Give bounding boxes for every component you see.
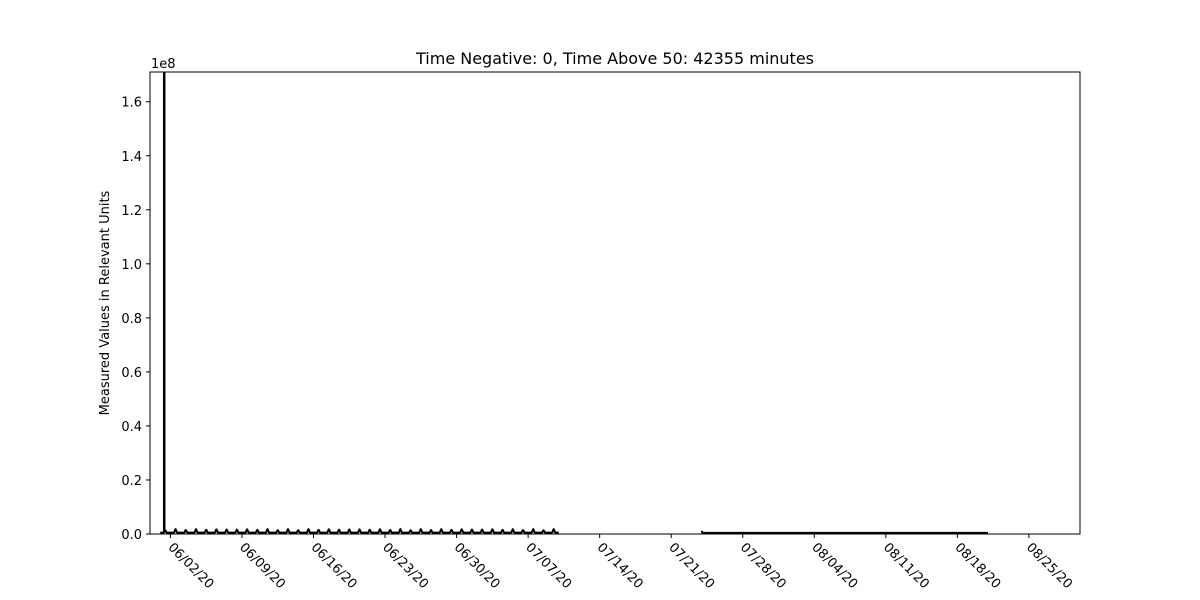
y-tick-label: 0.2 — [121, 474, 142, 489]
x-tick-label: 06/16/20 — [308, 540, 360, 592]
y-offset-label: 1e8 — [151, 57, 176, 72]
y-tick-label: 0.8 — [121, 312, 142, 327]
x-tick-label: 08/11/20 — [880, 540, 932, 592]
series-layer — [159, 72, 989, 534]
x-tick-label: 06/09/20 — [236, 540, 288, 592]
x-tick-label: 06/02/20 — [165, 540, 217, 592]
x-tick-label: 06/30/20 — [451, 540, 503, 592]
x-tick-label: 06/23/20 — [379, 540, 431, 592]
y-tick-label: 0.0 — [121, 528, 142, 543]
y-tick-label: 1.4 — [121, 150, 142, 165]
x-tick-label: 07/28/20 — [737, 540, 789, 592]
y-axis-label: Measured Values in Relevant Units — [98, 190, 113, 415]
y-tick-label: 0.6 — [121, 366, 142, 381]
plot-frame — [149, 71, 1081, 535]
y-ticks: 0.0 0.2 0.4 0.6 0.8 1.0 1.2 1.4 1.6 — [121, 96, 150, 543]
x-tick-label: 08/04/20 — [808, 540, 860, 592]
y-tick-label: 1.2 — [121, 204, 142, 219]
y-tick-label: 1.0 — [121, 258, 142, 273]
x-ticks: 06/02/20 06/09/20 06/16/20 06/23/20 06/30/20… — [165, 534, 1075, 592]
x-tick-label: 08/25/20 — [1023, 540, 1075, 592]
chart-title: Time Negative: 0, Time Above 50: 42355 m… — [415, 49, 814, 68]
series-line-segment-1 — [159, 528, 560, 534]
y-tick-label: 1.6 — [121, 96, 142, 111]
series-line-segment-2 — [700, 530, 989, 534]
x-tick-label: 08/18/20 — [952, 540, 1004, 592]
x-tick-label: 07/14/20 — [594, 540, 646, 592]
x-tick-label: 07/07/20 — [522, 540, 574, 592]
y-tick-label: 0.4 — [121, 420, 142, 435]
x-tick-label: 07/21/20 — [665, 540, 717, 592]
